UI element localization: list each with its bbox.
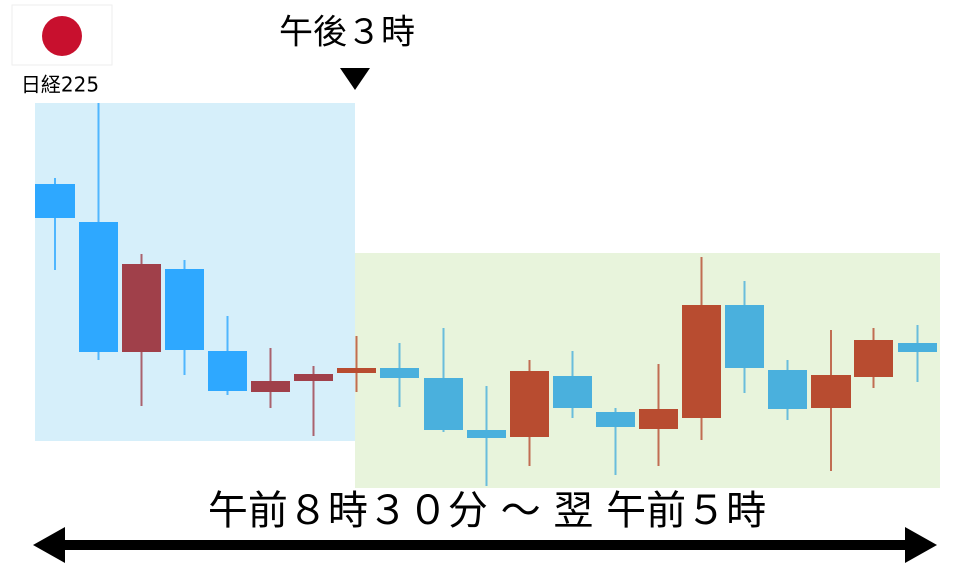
candle-body [35,184,75,218]
candles [35,103,937,486]
candle-body [294,374,333,381]
break-marker [340,68,370,90]
candle-body [208,351,247,391]
candle-body [122,264,161,352]
candle-body [596,412,635,427]
night-session [355,253,940,488]
candle-body [639,409,678,429]
candle-body [553,376,592,408]
arrow-head-right [905,527,937,563]
arrow-head-left [33,527,65,563]
candle-body [682,305,721,418]
candle-body [725,305,764,368]
candle-body [79,222,118,352]
flag-disc [42,16,82,56]
candle-body [467,430,506,438]
candle-body [768,370,807,409]
candle-body [424,378,463,430]
session-break-label: 午後３時 [279,13,415,53]
candle-body [251,381,290,392]
candle-body [165,269,204,350]
candle-body [811,375,851,408]
candle-body [337,368,376,373]
index-label: 日経225 [21,73,99,97]
candle-body [898,343,937,352]
session-span-label: 午前８時３０分 ～ 翌 午前５時 [208,488,766,534]
candle-body [380,368,419,378]
candle-body [854,340,893,377]
candle-body [510,371,549,437]
